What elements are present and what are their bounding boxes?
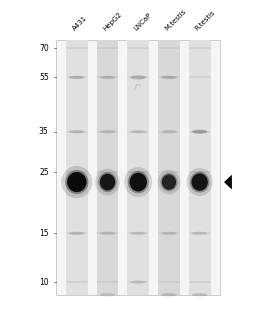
- Ellipse shape: [190, 172, 209, 193]
- Bar: [97, 40, 118, 295]
- Ellipse shape: [124, 167, 152, 197]
- Ellipse shape: [161, 293, 177, 296]
- Ellipse shape: [187, 168, 213, 196]
- Ellipse shape: [100, 293, 115, 296]
- Ellipse shape: [131, 280, 146, 284]
- Ellipse shape: [191, 174, 208, 191]
- Bar: [127, 40, 149, 295]
- Text: R.testis: R.testis: [194, 9, 217, 32]
- Ellipse shape: [69, 232, 84, 235]
- Bar: [189, 40, 210, 295]
- Ellipse shape: [61, 166, 92, 198]
- Text: M.testis: M.testis: [163, 8, 187, 32]
- Text: 25: 25: [39, 168, 49, 177]
- Ellipse shape: [69, 130, 84, 133]
- Ellipse shape: [128, 171, 149, 193]
- Ellipse shape: [100, 232, 115, 235]
- Bar: [66, 40, 88, 295]
- Ellipse shape: [100, 130, 115, 133]
- Ellipse shape: [192, 232, 207, 235]
- Ellipse shape: [131, 75, 146, 79]
- Ellipse shape: [157, 170, 180, 194]
- Ellipse shape: [160, 173, 178, 191]
- Ellipse shape: [192, 130, 207, 134]
- Text: 35: 35: [39, 127, 49, 136]
- Text: A431: A431: [71, 15, 88, 32]
- Ellipse shape: [65, 170, 89, 194]
- Text: 10: 10: [39, 278, 49, 286]
- Ellipse shape: [98, 172, 117, 192]
- Text: LNCaP: LNCaP: [133, 12, 153, 32]
- Ellipse shape: [192, 293, 207, 296]
- Polygon shape: [224, 175, 232, 190]
- Text: HepG2: HepG2: [102, 11, 123, 32]
- Ellipse shape: [161, 130, 177, 133]
- Ellipse shape: [162, 175, 176, 190]
- Text: 55: 55: [39, 73, 49, 82]
- Ellipse shape: [131, 232, 146, 235]
- Ellipse shape: [161, 76, 177, 79]
- Ellipse shape: [100, 76, 115, 79]
- Ellipse shape: [95, 169, 120, 196]
- Bar: [158, 40, 180, 295]
- Ellipse shape: [161, 232, 177, 235]
- Ellipse shape: [130, 173, 147, 192]
- Ellipse shape: [131, 130, 146, 133]
- Bar: [56, 40, 220, 295]
- Ellipse shape: [69, 76, 84, 79]
- Ellipse shape: [67, 172, 87, 192]
- Ellipse shape: [100, 174, 115, 191]
- Text: 15: 15: [39, 229, 49, 238]
- Text: 70: 70: [39, 44, 49, 53]
